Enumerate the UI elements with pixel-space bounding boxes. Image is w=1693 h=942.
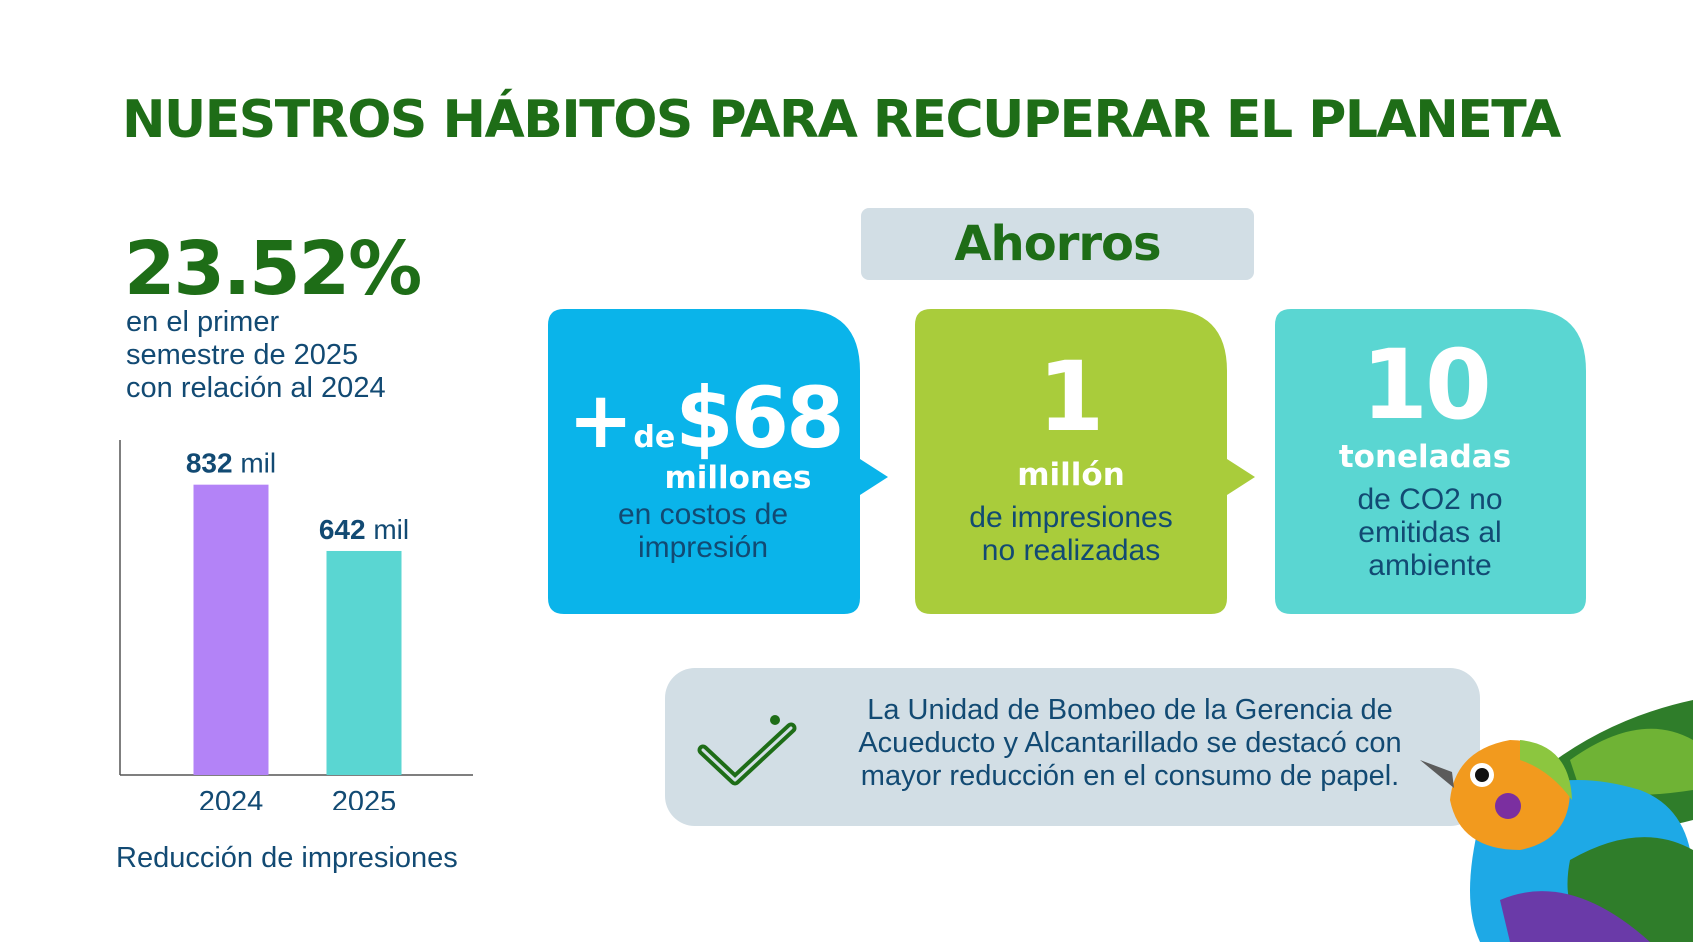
bar-value-label: 832 mil bbox=[186, 448, 276, 479]
savings-header: Ahorros bbox=[861, 208, 1254, 280]
cost-unit: millones bbox=[664, 460, 812, 496]
bar-2024 bbox=[193, 484, 269, 775]
percentage-description-line: con relación al 2024 bbox=[126, 372, 386, 404]
prints-description-line: de impresiones bbox=[969, 501, 1173, 534]
rounded-card-shape bbox=[1275, 309, 1586, 614]
cost-description-line: impresión bbox=[637, 531, 769, 564]
percentage-description-line: semestre de 2025 bbox=[126, 339, 359, 371]
check-icon bbox=[697, 715, 797, 786]
co2-value: 10 bbox=[1361, 329, 1492, 441]
bar-value-number: 642 bbox=[319, 514, 366, 545]
savings-card-prints: 1 millón de impresiones no realizadas bbox=[915, 309, 1255, 614]
bird-illustration bbox=[1420, 700, 1693, 942]
prints-description: de impresiones no realizadas bbox=[915, 501, 1227, 567]
prints-value: 1 bbox=[1037, 341, 1105, 453]
bar-value-label: 642 mil bbox=[319, 514, 409, 545]
highlight-note-panel: La Unidad de Bombeo de la Gerencia de Ac… bbox=[665, 668, 1480, 826]
bar-2025 bbox=[326, 550, 402, 775]
co2-description: de CO2 no emitidas al ambiente bbox=[1280, 483, 1580, 582]
x-tick-label: 2025 bbox=[332, 786, 397, 810]
note-line: Acueducto y Alcantarillado se destacó co… bbox=[858, 727, 1402, 759]
x-tick-label: 2024 bbox=[199, 786, 264, 810]
page-title: NUESTROS HÁBITOS PARA RECUPERAR EL PLANE… bbox=[122, 90, 1561, 150]
co2-description-line: ambiente bbox=[1368, 549, 1492, 582]
prints-unit: millón bbox=[1017, 457, 1125, 493]
note-text: La Unidad de Bombeo de la Gerencia de Ac… bbox=[805, 694, 1455, 793]
cost-description-line: en costos de bbox=[617, 498, 789, 531]
co2-unit: toneladas bbox=[1338, 439, 1512, 475]
savings-card-cost: +de$68 millones en costos de impresión bbox=[548, 309, 888, 614]
bar-value-unit: mil bbox=[366, 514, 410, 545]
reduction-percentage: 23.52% bbox=[124, 226, 422, 312]
percentage-description-line: en el primer bbox=[126, 306, 280, 338]
cost-prefix: de bbox=[633, 420, 676, 455]
chart-caption: Reducción de impresiones bbox=[116, 842, 458, 874]
cost-value-group: +de$68 bbox=[568, 369, 868, 467]
co2-description-line: de CO2 no bbox=[1357, 483, 1503, 516]
note-line: mayor reducción en el consumo de papel. bbox=[860, 760, 1400, 792]
cost-value: $68 bbox=[675, 369, 844, 467]
cost-description: en costos de impresión bbox=[558, 498, 848, 564]
speech-bubble-shape bbox=[915, 309, 1255, 614]
prints-bar-chart: 832 mil 2024 642 mil 2025 bbox=[119, 440, 473, 810]
savings-card-co2: 10 toneladas de CO2 no emitidas al ambie… bbox=[1275, 309, 1586, 614]
percentage-description: en el primer semestre de 2025 con relaci… bbox=[126, 306, 466, 405]
bar-value-number: 832 bbox=[186, 448, 233, 479]
prints-description-line: no realizadas bbox=[981, 534, 1161, 567]
bar-value-unit: mil bbox=[233, 448, 277, 479]
plus-sign: + bbox=[568, 376, 634, 466]
co2-description-line: emitidas al bbox=[1358, 516, 1502, 549]
speech-bubble-shape bbox=[548, 309, 888, 614]
note-line: La Unidad de Bombeo de la Gerencia de bbox=[867, 694, 1393, 726]
